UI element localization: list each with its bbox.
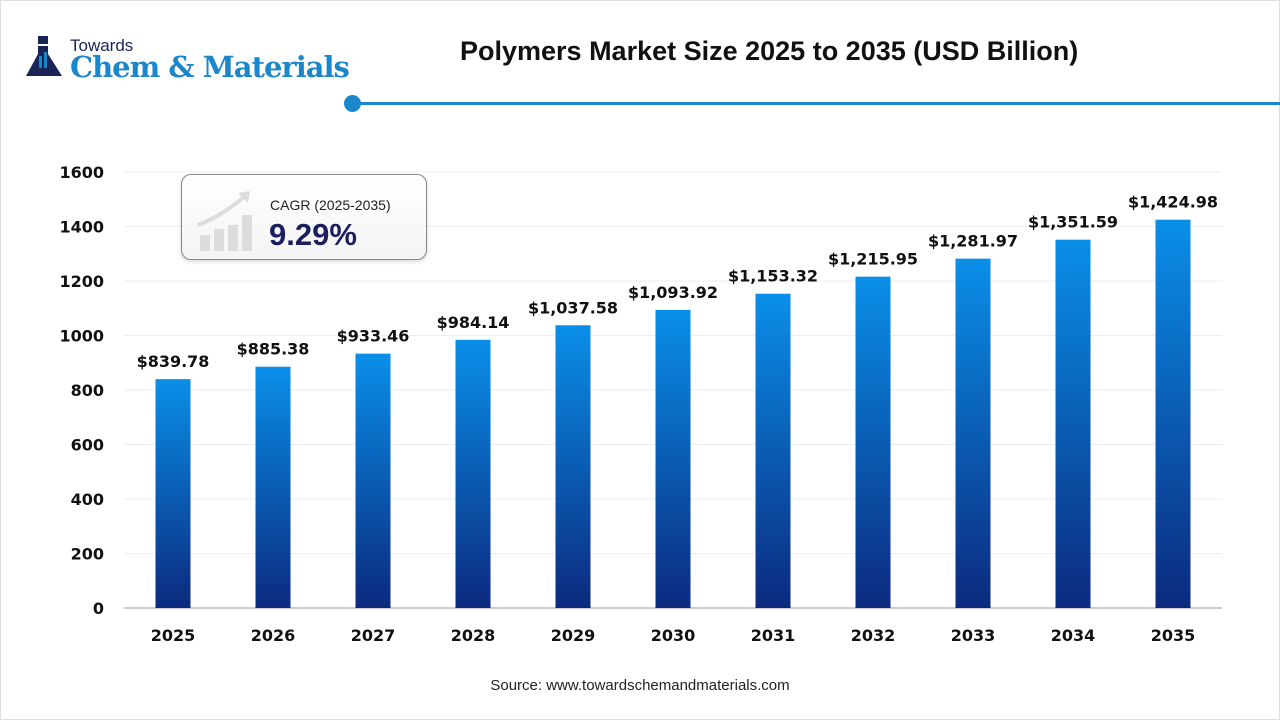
data-label: $1,037.58 <box>528 298 618 317</box>
bar <box>555 325 591 608</box>
data-label: $1,093.92 <box>628 283 718 302</box>
x-tick-label: 2031 <box>751 626 796 645</box>
data-label: $1,351.59 <box>1028 213 1118 232</box>
title-rule <box>352 102 1280 105</box>
x-tick-label: 2034 <box>1051 626 1096 645</box>
growth-chart-icon <box>197 191 252 251</box>
y-tick-label: 1400 <box>59 218 104 237</box>
x-tick-label: 2027 <box>351 626 396 645</box>
logo-line2: Chem & Materials <box>70 50 350 84</box>
x-tick-label: 2026 <box>251 626 296 645</box>
data-label: $1,424.98 <box>1128 193 1218 212</box>
data-label: $1,215.95 <box>828 250 918 269</box>
bar <box>255 366 291 608</box>
x-tick-label: 2035 <box>1151 626 1196 645</box>
y-tick-label: 200 <box>71 545 104 564</box>
bar <box>155 379 191 608</box>
y-tick-label: 600 <box>71 436 104 455</box>
x-tick-label: 2033 <box>951 626 996 645</box>
y-tick-label: 1000 <box>59 327 104 346</box>
data-label: $1,281.97 <box>928 232 1018 251</box>
logo-line1: Towards <box>70 36 134 55</box>
bar <box>1155 219 1191 609</box>
data-label: $1,153.32 <box>728 267 818 286</box>
data-label: $984.14 <box>437 313 510 332</box>
bar <box>355 353 391 608</box>
bar <box>955 258 991 608</box>
bar <box>1055 239 1091 609</box>
source-note: Source: www.towardschemandmaterials.com <box>490 677 790 694</box>
flask-icon <box>26 36 62 76</box>
y-tick-label: 0 <box>93 599 104 618</box>
chart-title: Polymers Market Size 2025 to 2035 (USD B… <box>460 36 1079 66</box>
cagr-value: 9.29% <box>269 217 357 252</box>
cagr-box: CAGR (2025-2035) 9.29% <box>181 174 427 260</box>
y-tick-label: 1600 <box>59 163 104 182</box>
data-label: $839.78 <box>137 352 210 371</box>
bar <box>855 276 891 608</box>
y-tick-label: 800 <box>71 381 104 400</box>
bar <box>655 309 691 608</box>
y-tick-label: 400 <box>71 490 104 509</box>
bar <box>755 293 791 608</box>
data-label: $933.46 <box>337 327 410 346</box>
x-tick-label: 2030 <box>651 626 696 645</box>
data-label: $885.38 <box>237 340 310 359</box>
cagr-label: CAGR (2025-2035) <box>270 197 391 213</box>
x-tick-label: 2025 <box>151 626 196 645</box>
x-tick-label: 2032 <box>851 626 896 645</box>
y-tick-label: 1200 <box>59 272 104 291</box>
x-tick-label: 2028 <box>451 626 496 645</box>
bar <box>455 339 491 608</box>
title-rule-dot <box>344 95 361 112</box>
x-tick-label: 2029 <box>551 626 596 645</box>
